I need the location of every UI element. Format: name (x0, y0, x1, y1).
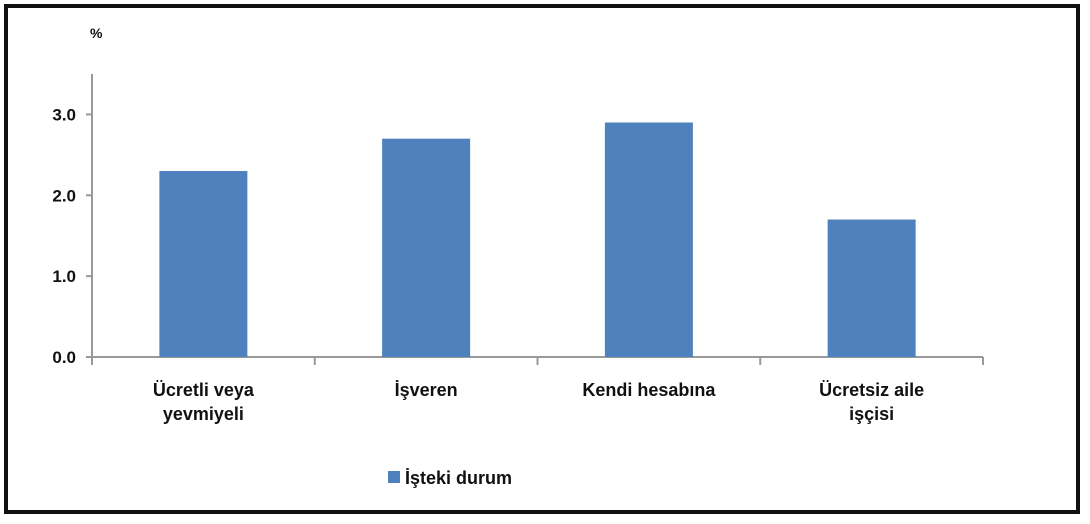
legend: İşteki durum (388, 468, 512, 488)
y-ticks: 0.0 1.0 2.0 3.0 (52, 105, 92, 367)
legend-swatch (388, 471, 400, 483)
legend-label: İşteki durum (405, 468, 512, 488)
bar (159, 171, 248, 357)
x-category-label: İşveren (395, 380, 458, 400)
x-category-labels: Ücretli veya yevmiyeli İşveren Kendi hesabı… (91, 357, 984, 424)
bar (382, 138, 471, 357)
x-category-label: işçisi (849, 404, 894, 424)
x-category-label: Ücretli veya (153, 380, 255, 400)
y-tick-label: 3.0 (52, 105, 76, 124)
y-tick-label: 0.0 (52, 348, 76, 367)
x-category-label: Kendi hesabına (582, 380, 716, 400)
bar (827, 219, 916, 357)
y-tick-label: 1.0 (52, 267, 76, 286)
chart-frame: % 0.0 1.0 2.0 3.0 Ücretli veya yevmiyeli İşve… (4, 4, 1080, 514)
bar (604, 122, 693, 357)
y-tick-label: 2.0 (52, 186, 76, 205)
bar-series (159, 122, 916, 357)
bar-chart: % 0.0 1.0 2.0 3.0 Ücretli veya yevmiyeli İşve… (52, 25, 984, 488)
y-unit-label: % (90, 25, 103, 41)
x-category-label: yevmiyeli (163, 404, 244, 424)
x-category-label: Ücretsiz aile (819, 380, 924, 400)
